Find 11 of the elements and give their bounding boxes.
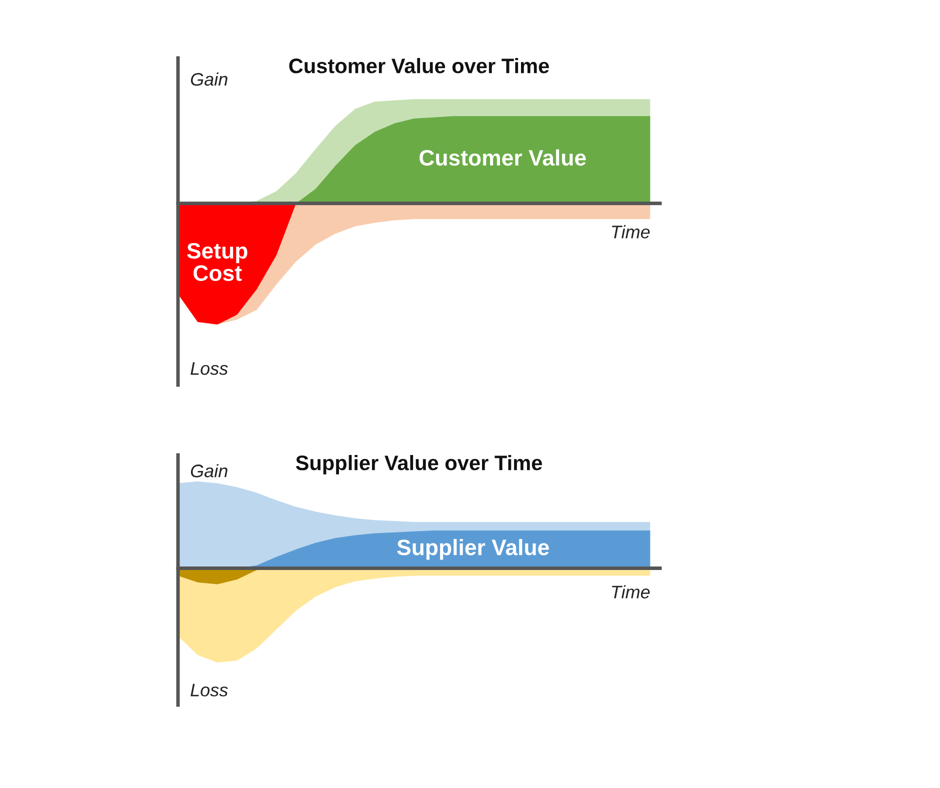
- series-label: Supplier Value: [397, 538, 549, 560]
- x-axis-title: Time: [612, 225, 650, 238]
- x-axis-title: Time: [612, 585, 650, 598]
- chart-title: Customer Value over Time: [289, 58, 549, 74]
- text: Gain: [190, 72, 228, 86]
- text: Loss: [190, 362, 228, 375]
- series-label: Customer Value: [420, 149, 586, 166]
- chart-title: Supplier Value over Time: [296, 455, 542, 474]
- text: Loss: [190, 684, 228, 696]
- series-label: Setup Cost: [187, 242, 248, 282]
- text: Gain: [190, 464, 228, 478]
